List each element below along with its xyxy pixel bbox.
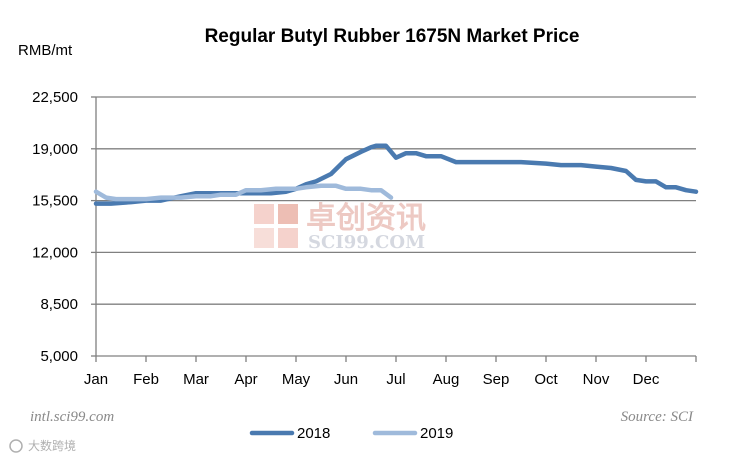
x-tick-label: Mar [183, 371, 209, 388]
corner-logo-icon [9, 439, 23, 453]
corner-mark: 大数跨境 [9, 438, 76, 453]
watermark-english: SCI99.COM [308, 232, 425, 253]
x-tick-label: May [282, 371, 311, 388]
x-tick-label: Feb [133, 371, 159, 388]
y-tick-label: 22,500 [32, 89, 78, 106]
y-tick-label: 5,000 [40, 348, 78, 365]
x-tick-label: Sep [483, 371, 510, 388]
source-website: intl.sci99.com [30, 409, 114, 425]
grid-layer [91, 96, 697, 362]
x-tick-labels: Jan Feb Mar Apr May Jun Jul Aug Sep Oct Nov Dec [84, 371, 660, 388]
y-tick-label: 15,500 [32, 193, 78, 210]
y-tick-labels: 5,000 8,500 12,000 15,500 19,000 22,500 [32, 89, 78, 365]
x-tick-label: Nov [583, 371, 610, 388]
x-tick-label: Jan [84, 371, 108, 388]
x-tick-label: Dec [633, 371, 660, 388]
watermark: 卓创资讯 SCI99.COM [254, 201, 426, 253]
legend-label-2019: 2019 [420, 425, 453, 442]
corner-text: 大数跨境 [28, 438, 76, 453]
watermark-chinese: 卓创资讯 [306, 201, 426, 236]
source-credit: Source: SCI [621, 409, 694, 425]
chart-title: Regular Butyl Rubber 1675N Market Price [205, 26, 580, 47]
legend-label-2018: 2018 [297, 425, 330, 442]
series-line-2019 [93, 183, 394, 202]
y-axis-label: RMB/mt [18, 42, 73, 59]
x-tick-label: Apr [234, 371, 257, 388]
x-tick-label: Oct [534, 371, 558, 388]
x-tick-label: Aug [433, 371, 460, 388]
y-tick-label: 19,000 [32, 141, 78, 158]
y-tick-label: 8,500 [40, 296, 78, 313]
x-tick-label: Jun [334, 371, 358, 388]
x-tick-label: Jul [386, 371, 405, 388]
watermark-logo-icon [254, 204, 298, 248]
series-layer [93, 143, 699, 206]
legend: 2018 2019 [249, 425, 453, 442]
y-tick-label: 12,000 [32, 244, 78, 261]
